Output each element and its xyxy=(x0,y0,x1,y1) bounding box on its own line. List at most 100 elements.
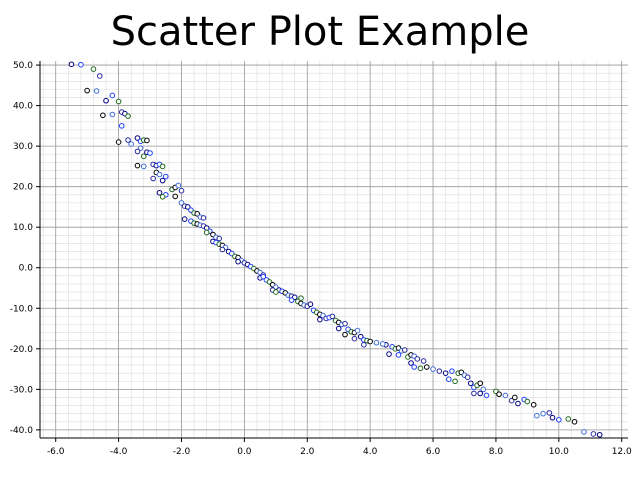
scatter-point xyxy=(184,204,191,210)
scatter-point xyxy=(496,391,502,398)
y-tick-label: 50.0 xyxy=(13,61,33,71)
scatter-point xyxy=(530,401,537,408)
x-tick-label: -4.0 xyxy=(110,447,128,457)
scatter-point xyxy=(449,368,455,374)
scatter-point xyxy=(357,333,364,340)
y-tick-label: -20.0 xyxy=(10,345,34,355)
scatter-point xyxy=(194,211,201,217)
scatter-point xyxy=(480,386,487,393)
x-tick-label: 6.0 xyxy=(426,447,441,457)
scatter-point xyxy=(159,194,166,200)
y-tick-label: -30.0 xyxy=(10,385,34,395)
y-tick-label: -40.0 xyxy=(10,426,34,436)
minor-grid xyxy=(40,61,628,439)
scatter-point xyxy=(373,339,380,346)
scatter-point xyxy=(140,153,147,160)
y-tick-label: -10.0 xyxy=(10,304,34,314)
scatter-point xyxy=(417,365,424,372)
scatter-point xyxy=(115,98,122,105)
scatter-point xyxy=(100,112,106,119)
scatter-point xyxy=(477,380,484,387)
scatter-point xyxy=(342,331,348,338)
scatter-point xyxy=(219,246,226,253)
axes xyxy=(39,61,628,439)
scatter-point xyxy=(508,397,515,404)
scatter-point xyxy=(411,364,417,370)
x-axis-ticks: -6.0 -4.0 -2.0 0.0 2.0 4.0 6.0 8.0 10.0 12.0 xyxy=(47,438,632,457)
y-tick-label: 10.0 xyxy=(13,223,33,233)
scatter-point xyxy=(430,366,436,372)
scatter-point xyxy=(556,416,562,423)
x-tick-label: 12.0 xyxy=(612,447,632,457)
scatter-point xyxy=(178,187,185,194)
scatter-point xyxy=(115,139,122,145)
scatter-point xyxy=(68,61,75,68)
x-tick-label: 4.0 xyxy=(363,447,378,457)
scatter-point xyxy=(565,416,572,422)
scatter-point xyxy=(125,137,131,143)
y-tick-label: 0.0 xyxy=(19,264,34,274)
scatter-point xyxy=(471,390,477,397)
scatter-point xyxy=(134,148,141,155)
scatter-point xyxy=(534,412,540,419)
scatter-point xyxy=(273,289,279,295)
scatter-point xyxy=(84,87,90,94)
scatter-point xyxy=(445,376,452,383)
scatter-point xyxy=(502,392,509,399)
x-tick-label: 2.0 xyxy=(300,447,315,457)
scatter-point xyxy=(386,351,392,357)
y-axis-ticks: 50.0 40.0 30.0 20.0 10.0 0.0 -10.0 -20.0 -30.0 -4… xyxy=(10,61,40,436)
scatter-point xyxy=(156,189,163,196)
data-points xyxy=(68,61,603,438)
scatter-point xyxy=(260,273,267,280)
y-tick-label: 30.0 xyxy=(13,142,33,152)
scatter-point xyxy=(137,145,144,151)
scatter-point xyxy=(524,398,531,405)
scatter-point xyxy=(147,150,153,156)
scatter-point xyxy=(181,216,188,222)
scatter-point xyxy=(150,175,156,182)
chart-title: Scatter Plot Example xyxy=(110,9,530,55)
x-tick-label: -2.0 xyxy=(173,447,191,457)
scatter-point xyxy=(379,341,386,347)
scatter-point xyxy=(156,171,163,178)
scatter-point xyxy=(515,400,521,407)
scatter-point xyxy=(467,380,474,387)
scatter-point xyxy=(408,360,414,366)
scatter-point xyxy=(200,215,207,221)
scatter-point xyxy=(590,431,597,437)
scatter-point xyxy=(288,297,295,303)
scatter-point xyxy=(78,61,84,68)
scatter-point xyxy=(512,394,518,401)
x-tick-label: 8.0 xyxy=(489,447,504,457)
scatter-point xyxy=(178,200,185,206)
x-tick-label: -6.0 xyxy=(47,447,65,457)
scatter-point xyxy=(134,162,141,169)
scatter-point xyxy=(128,141,134,147)
scatter-point xyxy=(420,358,427,364)
x-tick-label: 10.0 xyxy=(549,447,569,457)
scatter-point xyxy=(159,177,166,184)
scatter-point xyxy=(581,429,587,435)
scatter-point xyxy=(317,316,323,323)
scatter-point xyxy=(118,123,125,129)
scatter-point xyxy=(367,338,373,345)
scatter-point xyxy=(442,370,449,376)
scatter-point xyxy=(401,347,408,353)
scatter-point xyxy=(109,92,116,99)
scatter-point xyxy=(423,364,430,370)
scatter-point xyxy=(134,135,141,141)
scatter-point xyxy=(203,229,210,236)
y-tick-label: 20.0 xyxy=(13,183,33,193)
scatter-point xyxy=(140,163,147,170)
scatter-point xyxy=(216,235,223,242)
scatter-point xyxy=(307,301,314,308)
scatter-point xyxy=(351,335,358,342)
y-tick-label: 40.0 xyxy=(13,102,33,112)
scatter-point xyxy=(144,137,150,144)
scatter-point xyxy=(596,431,603,438)
scatter-point xyxy=(549,414,556,421)
scatter-point xyxy=(540,410,546,417)
scatter-point xyxy=(414,356,421,362)
